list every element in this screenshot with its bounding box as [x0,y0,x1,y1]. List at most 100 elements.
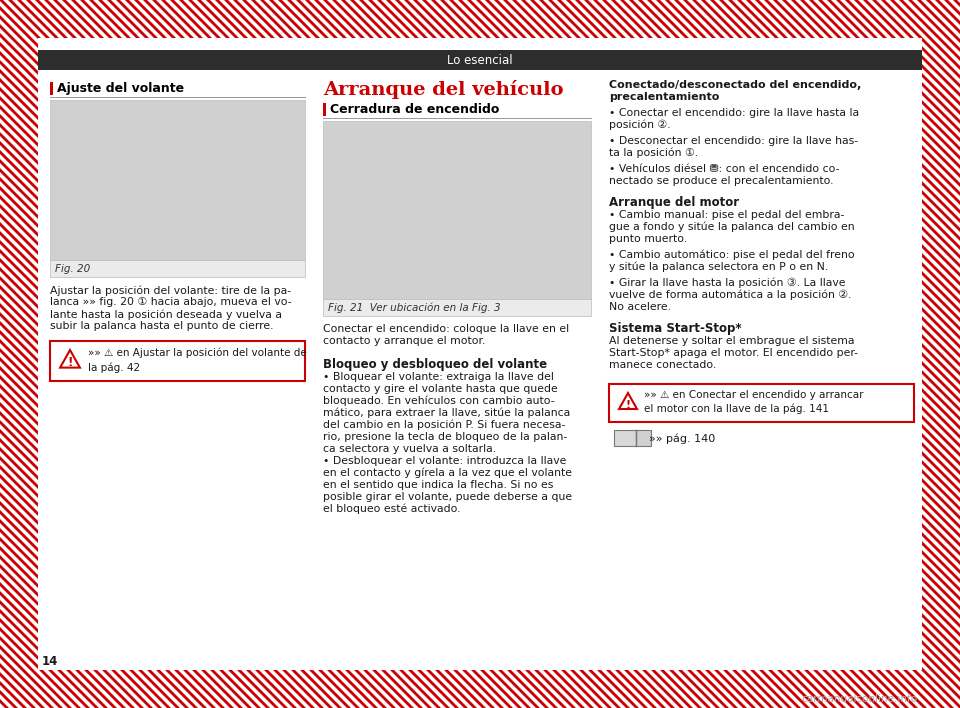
Polygon shape [0,0,275,708]
Polygon shape [633,0,960,708]
Polygon shape [363,0,960,708]
Polygon shape [750,0,960,708]
Polygon shape [0,0,644,708]
Text: lante hasta la posición deseada y vuelva a: lante hasta la posición deseada y vuelva… [50,309,282,319]
Polygon shape [0,0,14,708]
Polygon shape [48,0,761,708]
Polygon shape [0,0,131,708]
Text: del cambio en la posición P. Si fuera necesa-: del cambio en la posición P. Si fuera ne… [323,420,565,430]
Polygon shape [0,0,437,708]
Polygon shape [0,0,185,708]
Polygon shape [291,0,960,708]
Polygon shape [0,0,491,708]
Polygon shape [0,0,482,708]
Text: manece conectado.: manece conectado. [609,360,716,370]
Polygon shape [624,0,960,708]
Polygon shape [885,0,960,708]
Polygon shape [0,0,95,708]
Polygon shape [399,0,960,708]
Bar [38,50,922,70]
Polygon shape [0,0,509,708]
Text: en el sentido que indica la flecha. Si no es: en el sentido que indica la flecha. Si n… [323,480,553,490]
Polygon shape [957,0,960,708]
Polygon shape [0,0,698,708]
Polygon shape [0,0,455,708]
Polygon shape [714,0,960,708]
Polygon shape [0,0,356,708]
Polygon shape [111,0,824,708]
Polygon shape [0,0,113,708]
Text: Fig. 20: Fig. 20 [55,263,90,273]
Polygon shape [156,0,869,708]
Text: • Girar la llave hasta la posición ③. La llave: • Girar la llave hasta la posición ③. La… [609,278,846,288]
Polygon shape [0,0,221,708]
Polygon shape [552,0,960,708]
Polygon shape [246,0,959,708]
Polygon shape [0,0,689,708]
Polygon shape [273,0,960,708]
Polygon shape [0,0,374,708]
Polygon shape [0,0,428,708]
Polygon shape [768,0,960,708]
Polygon shape [0,0,635,708]
Polygon shape [120,0,833,708]
Polygon shape [0,0,410,708]
Text: Bloqueo y desbloqueo del volante: Bloqueo y desbloqueo del volante [323,358,547,371]
Polygon shape [372,0,960,708]
Polygon shape [0,0,419,708]
Polygon shape [0,0,86,708]
Text: y sitúe la palanca selectora en P o en N.: y sitúe la palanca selectora en P o en N… [609,262,828,273]
Polygon shape [0,0,392,708]
Text: Ajustar la posición del volante: tire de la pa-: Ajustar la posición del volante: tire de… [50,285,291,295]
Text: Lo esencial: Lo esencial [447,54,513,67]
Text: Ajuste del volante: Ajuste del volante [57,82,184,95]
Polygon shape [3,0,716,708]
Polygon shape [0,0,23,708]
Polygon shape [660,0,960,708]
Polygon shape [0,0,203,708]
Text: lanca »» fig. 20 ① hacia abajo, mueva el vo-: lanca »» fig. 20 ① hacia abajo, mueva el… [50,297,292,307]
Polygon shape [543,0,960,708]
Polygon shape [0,0,167,708]
Polygon shape [894,0,960,708]
Text: Arranque del motor: Arranque del motor [609,196,739,209]
Text: punto muerto.: punto muerto. [609,234,687,244]
Polygon shape [84,0,797,708]
Polygon shape [0,0,563,708]
Polygon shape [723,0,960,708]
Polygon shape [903,0,960,708]
Text: bloqueado. En vehículos con cambio auto-: bloqueado. En vehículos con cambio auto- [323,396,555,406]
Polygon shape [264,0,960,708]
Text: ta la posición ①.: ta la posición ①. [609,148,698,159]
Polygon shape [210,0,923,708]
Polygon shape [0,0,59,708]
Polygon shape [0,0,365,708]
Text: contacto y arranque el motor.: contacto y arranque el motor. [323,336,486,346]
Polygon shape [588,0,960,708]
Polygon shape [453,0,960,708]
Polygon shape [858,0,960,708]
Text: • Cambio automático: pise el pedal del freno: • Cambio automático: pise el pedal del f… [609,250,854,261]
Polygon shape [0,0,617,708]
Polygon shape [30,0,743,708]
Bar [38,38,922,670]
Polygon shape [0,0,239,708]
Polygon shape [408,0,960,708]
Bar [50,260,305,277]
Polygon shape [0,0,32,708]
Polygon shape [75,0,788,708]
Polygon shape [0,0,590,708]
Polygon shape [300,0,960,708]
Polygon shape [741,0,960,708]
Polygon shape [0,0,473,708]
Polygon shape [0,0,545,708]
Text: subir la palanca hasta el punto de cierre.: subir la palanca hasta el punto de cierr… [50,321,274,331]
Text: • Desbloquear el volante: introduzca la llave: • Desbloquear el volante: introduzca la … [323,456,566,466]
Text: »» pág. 140: »» pág. 140 [649,433,715,443]
Text: • Cambio manual: pise el pedal del embra-: • Cambio manual: pise el pedal del embra… [609,210,845,220]
Polygon shape [12,0,725,708]
Polygon shape [0,0,41,708]
Polygon shape [678,0,960,708]
Polygon shape [579,0,960,708]
Polygon shape [0,0,176,708]
